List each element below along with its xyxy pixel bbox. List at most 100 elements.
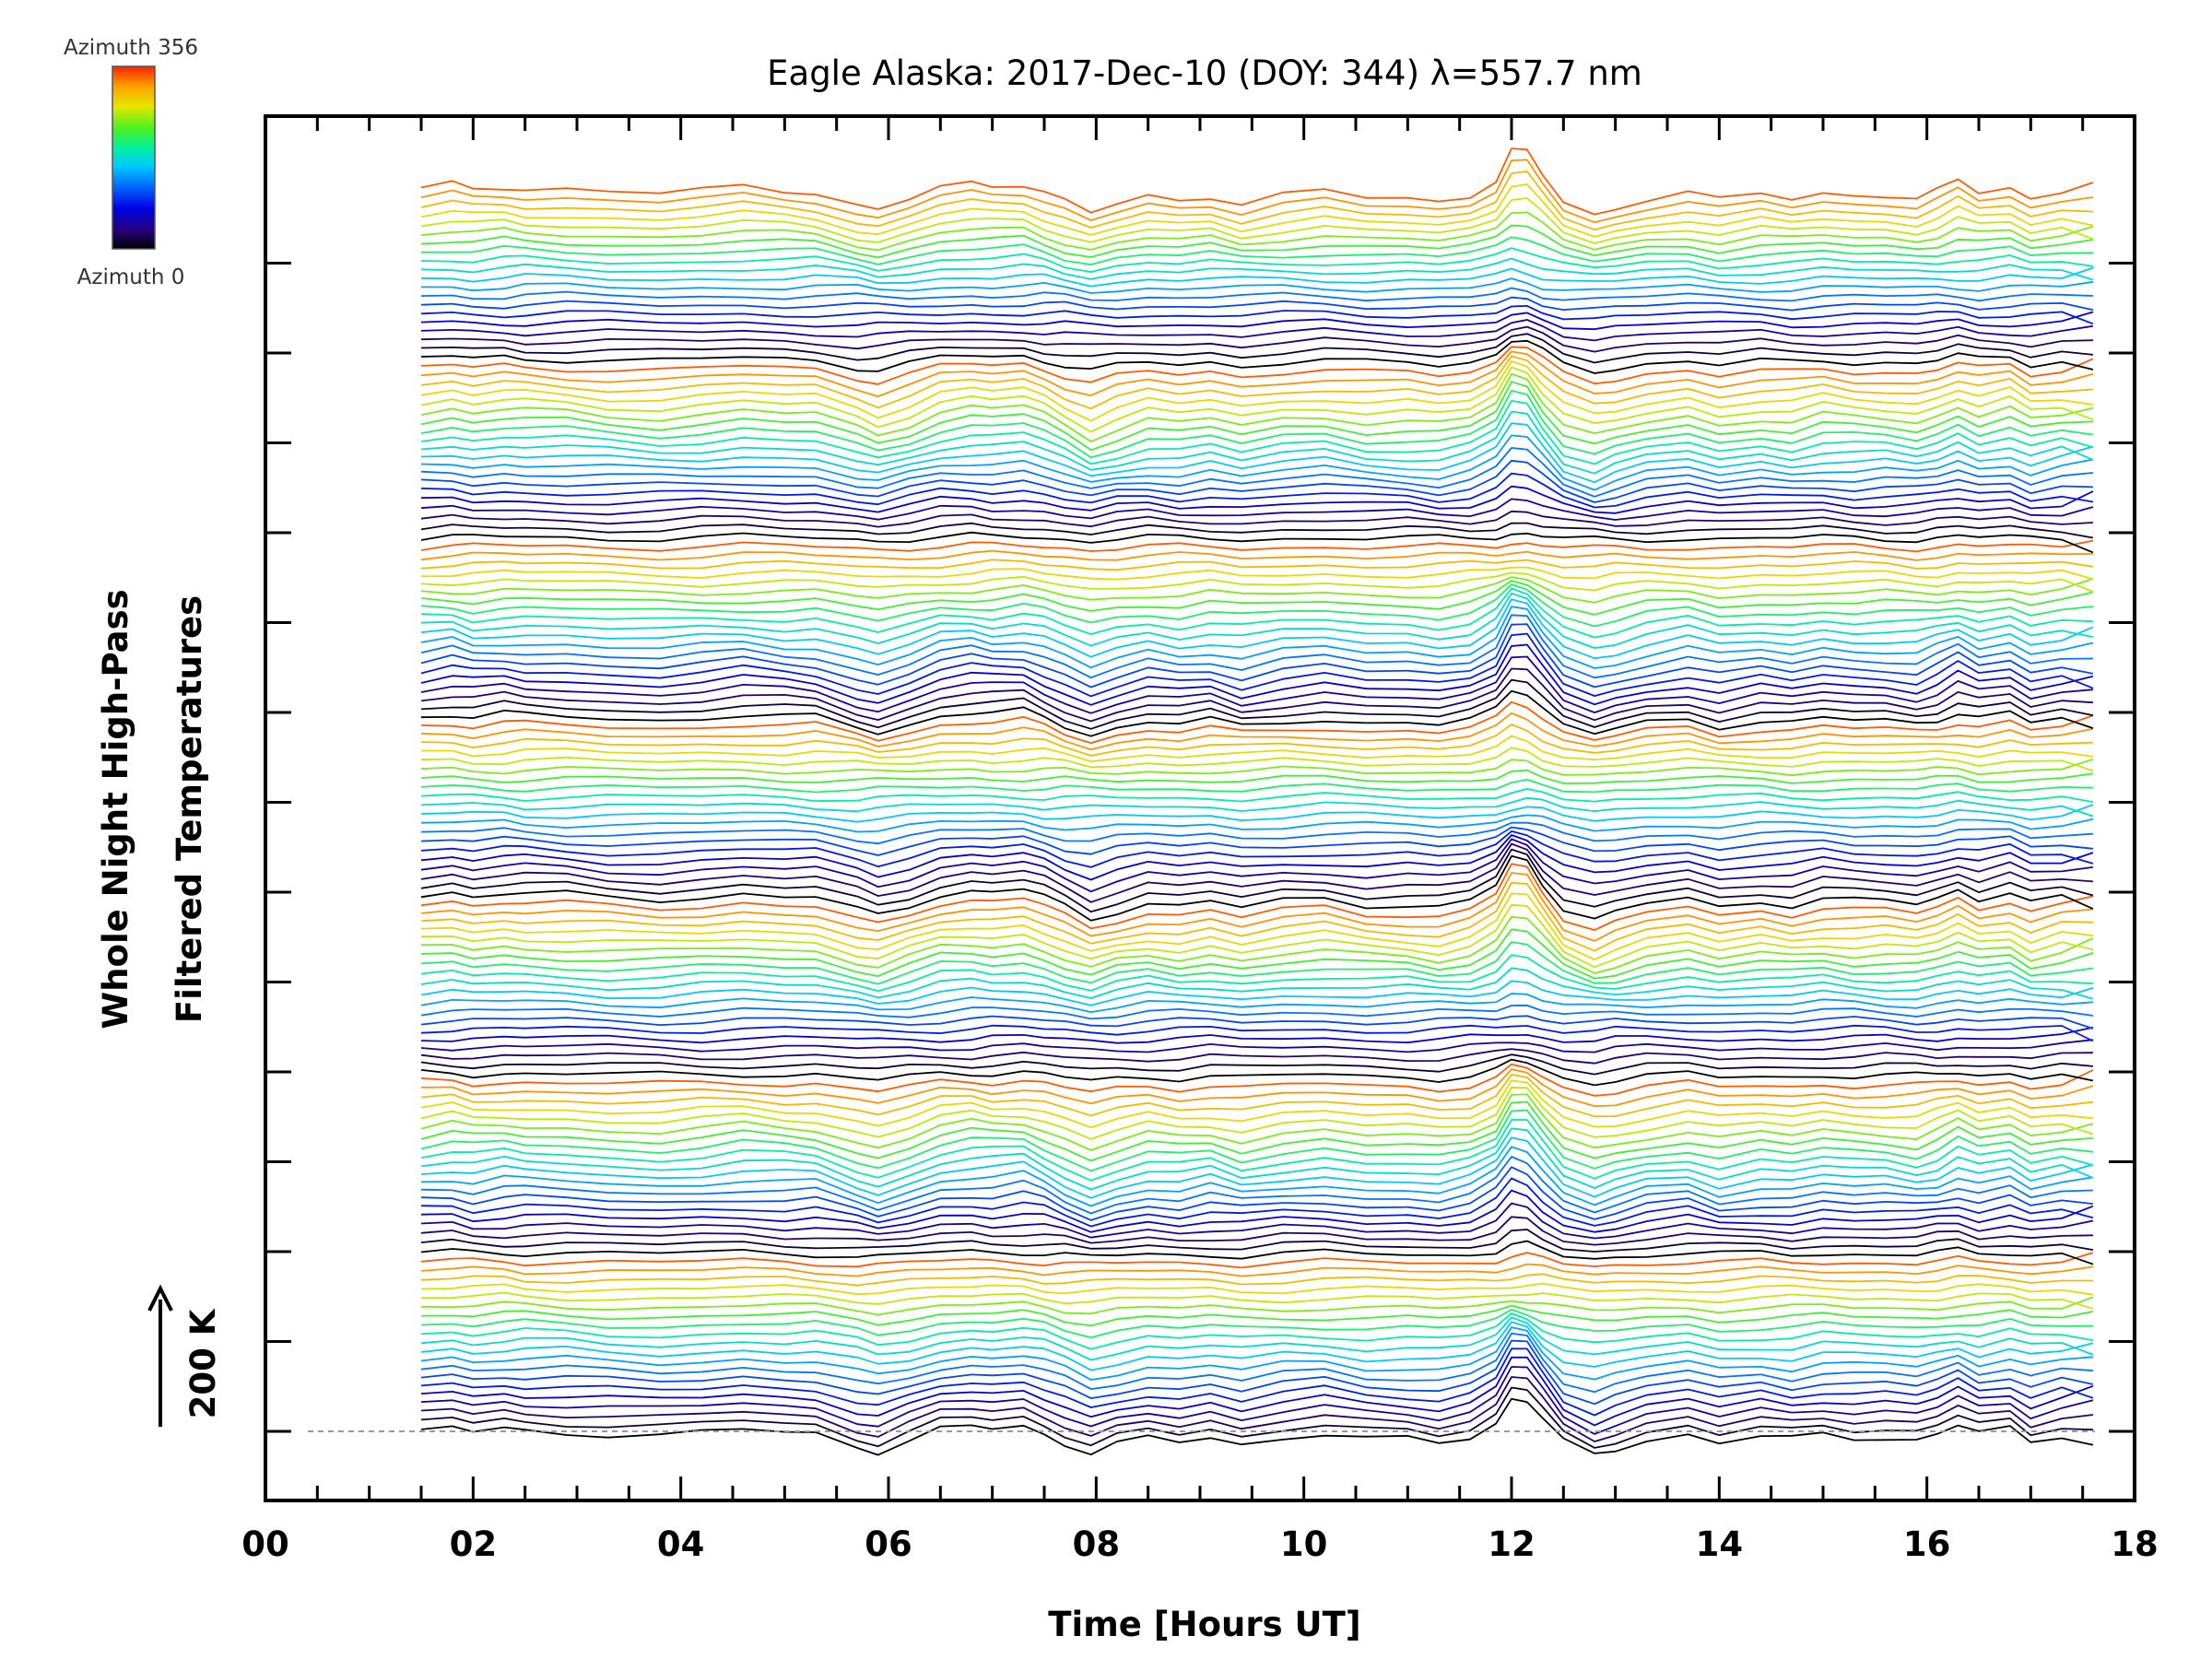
x-tick-label: 14	[1696, 1524, 1744, 1564]
series-line	[420, 372, 2094, 442]
series-line	[420, 339, 2094, 374]
series-line	[420, 1347, 2094, 1417]
series-line	[420, 592, 2094, 649]
series-line	[420, 1093, 2094, 1151]
series-line	[420, 296, 2094, 312]
series-line	[420, 485, 2094, 514]
series-line	[420, 333, 2093, 364]
series-line	[420, 531, 2094, 554]
series-line	[420, 266, 2094, 288]
y-axis-label-line1: Whole Night High-Pass	[96, 589, 135, 1029]
series-line	[420, 399, 2094, 465]
series-line	[420, 1053, 2093, 1076]
colorbar	[112, 65, 156, 250]
series-line	[420, 1332, 2093, 1394]
x-tick-label: 12	[1488, 1524, 1535, 1564]
series-line	[420, 826, 2093, 856]
series-line	[420, 1039, 2093, 1053]
series-line	[420, 1312, 2094, 1350]
x-tick-label: 10	[1280, 1524, 1328, 1564]
series-line	[420, 967, 2094, 1000]
series-line	[420, 1273, 2093, 1287]
series-line	[420, 724, 2093, 757]
series-line	[420, 171, 2093, 231]
series-line	[420, 447, 2093, 498]
series-line	[420, 1068, 2094, 1107]
series-line	[420, 1058, 2094, 1087]
series-line	[420, 1376, 2094, 1442]
series-line	[420, 667, 2093, 723]
series-line	[420, 559, 2094, 571]
series-line	[420, 1397, 2094, 1456]
series-line	[420, 1282, 2094, 1296]
series-line	[420, 498, 2094, 521]
series-line	[420, 422, 2094, 484]
series-line	[420, 1291, 2094, 1310]
series-line	[420, 814, 2094, 833]
series-line	[420, 834, 2094, 881]
series-line	[420, 993, 2093, 1013]
x-tick-label: 18	[2111, 1524, 2159, 1564]
series-line	[420, 863, 2094, 931]
x-tick-label: 02	[450, 1524, 498, 1564]
series-line	[420, 1339, 2094, 1406]
series-line	[420, 197, 2094, 244]
series-line	[420, 747, 2094, 772]
series-line	[420, 838, 2094, 893]
series-line	[420, 903, 2094, 969]
series-line	[420, 1146, 2094, 1207]
series-line	[420, 159, 2094, 224]
series-line	[420, 643, 2094, 706]
series-line	[420, 821, 2093, 845]
series-line	[420, 1202, 2094, 1240]
series-line	[420, 712, 2094, 751]
series-line	[421, 236, 2093, 265]
series-line	[420, 1366, 2094, 1435]
series-line	[420, 360, 2094, 422]
x-tick-label: 08	[1073, 1524, 1121, 1564]
x-tick-label: 16	[1903, 1524, 1951, 1564]
y-ticks	[265, 262, 2135, 1433]
series-line	[420, 941, 2094, 985]
series-line	[420, 1100, 2093, 1162]
series-line	[420, 1321, 2094, 1371]
series-line	[420, 1356, 2094, 1427]
series-line	[420, 1063, 2094, 1097]
series-line	[420, 390, 2094, 459]
series-line	[420, 566, 2094, 581]
series-line	[420, 1296, 2094, 1316]
series-line	[420, 580, 2094, 616]
series-line	[420, 311, 2094, 331]
series-line	[420, 1086, 2094, 1140]
series-line	[420, 539, 2094, 553]
series-line	[420, 257, 2094, 281]
series-line	[420, 583, 2093, 628]
series-line	[420, 842, 2093, 903]
y-axis-label-line2: Filtered Temperatures	[170, 595, 209, 1023]
series-line	[420, 1177, 2094, 1228]
series-line	[420, 678, 2094, 730]
series-line	[420, 1026, 2094, 1044]
chart-title: Eagle Alaska: 2017-Dec-10 (DOY: 344) λ=5…	[767, 53, 1642, 93]
series-line	[420, 1316, 2094, 1361]
series-line	[420, 247, 2094, 273]
series-line	[420, 769, 2094, 784]
series-line	[420, 305, 2094, 325]
x-tick-label: 04	[657, 1524, 705, 1564]
series-line	[420, 459, 2093, 503]
series-line	[420, 587, 2093, 639]
series-line	[420, 1109, 2094, 1172]
series-line	[420, 915, 2094, 974]
series-line	[420, 928, 2094, 980]
series-line	[420, 598, 2094, 660]
series-line	[420, 211, 2094, 252]
scale-label: 200 K	[183, 1308, 223, 1418]
series-line	[420, 366, 2094, 433]
x-ticks: 00 02 04 06 08 10 12 14 16 18	[241, 116, 2159, 1564]
series-line	[420, 277, 2094, 294]
series-line	[420, 848, 2094, 913]
series-line	[420, 510, 2093, 528]
series-line	[420, 980, 2094, 1006]
series-line	[420, 758, 2094, 777]
series-line	[420, 1127, 2094, 1191]
